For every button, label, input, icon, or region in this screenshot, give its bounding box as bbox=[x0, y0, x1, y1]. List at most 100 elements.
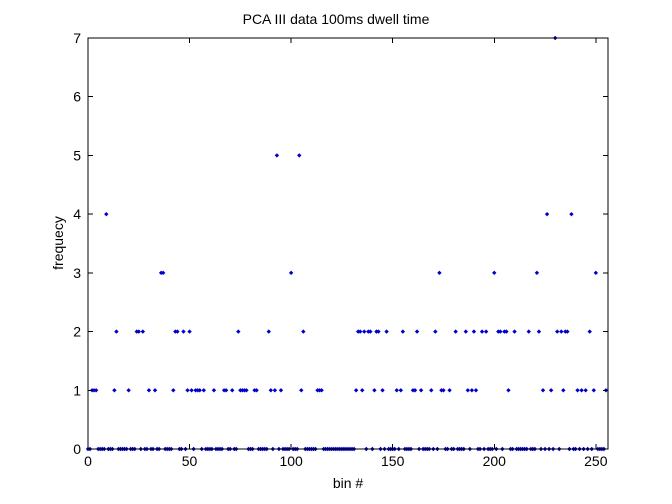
data-point bbox=[368, 329, 373, 334]
data-point bbox=[160, 270, 166, 276]
data-point bbox=[512, 329, 517, 334]
data-point bbox=[372, 388, 377, 393]
data-point bbox=[492, 270, 497, 276]
data-point bbox=[297, 153, 302, 158]
x-tick-label: 100 bbox=[279, 453, 303, 469]
data-point bbox=[175, 329, 180, 334]
x-tick-label: 150 bbox=[381, 453, 405, 469]
data-point bbox=[536, 329, 542, 334]
data-point bbox=[197, 388, 202, 393]
data-point bbox=[236, 329, 241, 334]
data-point bbox=[384, 329, 389, 334]
data-point bbox=[565, 329, 570, 334]
x-tick-label: 50 bbox=[182, 453, 198, 469]
data-point bbox=[583, 388, 588, 393]
y-tick-label: 3 bbox=[73, 265, 81, 281]
data-point bbox=[498, 329, 503, 334]
data-point bbox=[504, 329, 509, 334]
y-tick-label: 2 bbox=[73, 324, 81, 340]
y-tick-label: 7 bbox=[73, 30, 81, 46]
data-point bbox=[575, 388, 580, 393]
data-point bbox=[114, 329, 119, 334]
data-point bbox=[301, 329, 306, 334]
data-point bbox=[453, 329, 458, 334]
data-point bbox=[211, 388, 217, 393]
data-point bbox=[272, 388, 278, 393]
data-point bbox=[593, 270, 599, 276]
data-point bbox=[187, 329, 192, 334]
x-tick-label: 200 bbox=[483, 453, 507, 469]
data-point bbox=[278, 388, 284, 393]
data-point bbox=[555, 329, 560, 334]
data-point bbox=[447, 388, 452, 393]
data-point bbox=[288, 270, 294, 276]
data-point bbox=[181, 329, 186, 334]
data-point bbox=[244, 388, 249, 393]
data-point bbox=[152, 388, 158, 393]
data-point bbox=[136, 329, 141, 334]
data-point bbox=[400, 329, 406, 334]
data-point bbox=[473, 388, 479, 393]
y-tick-label: 5 bbox=[73, 147, 81, 163]
data-point bbox=[463, 329, 469, 334]
x-tick-label: 250 bbox=[584, 453, 608, 469]
y-tick-label: 4 bbox=[73, 206, 81, 222]
x-tick-label: 0 bbox=[84, 453, 92, 469]
data-point bbox=[587, 329, 592, 334]
x-axis-label: bin # bbox=[332, 475, 364, 491]
data-point bbox=[254, 388, 259, 393]
data-point bbox=[104, 211, 109, 217]
chart-title: PCA III data 100ms dwell time bbox=[242, 11, 430, 27]
data-point bbox=[268, 388, 274, 393]
data-point bbox=[126, 388, 131, 393]
data-point bbox=[591, 388, 596, 393]
data-point bbox=[394, 388, 399, 393]
data-point bbox=[185, 388, 190, 393]
y-axis-label: frequecy bbox=[50, 216, 66, 270]
y-tick-label: 0 bbox=[73, 441, 81, 457]
data-point bbox=[93, 388, 99, 393]
data-point bbox=[548, 388, 554, 393]
y-tick-label: 1 bbox=[73, 382, 81, 398]
data-point bbox=[140, 329, 146, 334]
data-point bbox=[471, 329, 477, 334]
data-point bbox=[469, 388, 475, 393]
data-point bbox=[201, 388, 206, 393]
data-point bbox=[579, 388, 584, 393]
data-point bbox=[483, 329, 489, 334]
data-point bbox=[353, 388, 359, 393]
data-point bbox=[319, 388, 324, 393]
data-point bbox=[171, 388, 176, 393]
data-point bbox=[414, 329, 420, 334]
data-points bbox=[85, 35, 609, 452]
data-point bbox=[112, 388, 117, 393]
data-point bbox=[534, 270, 540, 276]
data-point bbox=[429, 388, 434, 393]
data-point bbox=[360, 388, 365, 393]
data-point bbox=[569, 211, 574, 217]
data-point bbox=[561, 388, 566, 393]
data-point bbox=[526, 329, 531, 334]
data-point bbox=[376, 329, 381, 334]
data-point bbox=[362, 329, 367, 334]
data-point bbox=[357, 329, 363, 334]
data-point bbox=[146, 388, 152, 393]
data-point bbox=[299, 388, 304, 393]
data-point bbox=[223, 388, 229, 393]
data-point bbox=[230, 388, 235, 393]
data-point bbox=[465, 388, 471, 393]
data-point bbox=[274, 153, 280, 158]
data-point bbox=[189, 388, 194, 393]
y-tick-label: 6 bbox=[73, 89, 81, 105]
data-point bbox=[433, 329, 438, 334]
data-point bbox=[544, 211, 550, 217]
data-point bbox=[412, 388, 418, 393]
data-point bbox=[441, 388, 446, 393]
data-point bbox=[418, 388, 424, 393]
data-point bbox=[506, 388, 511, 393]
data-point bbox=[479, 329, 485, 334]
data-point bbox=[380, 388, 385, 393]
data-point bbox=[398, 388, 404, 393]
axes-box bbox=[87, 37, 609, 450]
